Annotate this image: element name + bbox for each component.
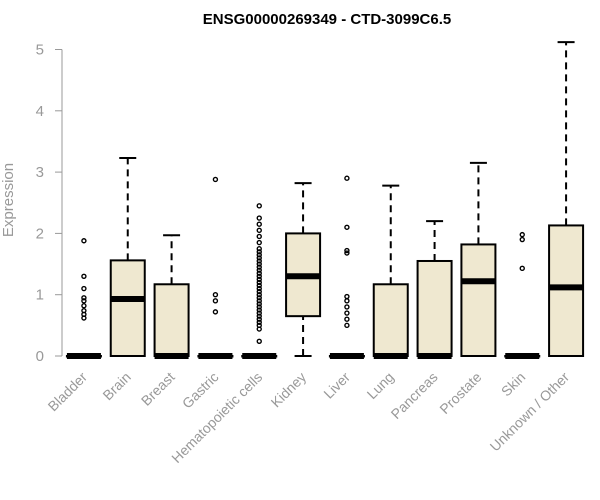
box-iqr — [460, 243, 497, 358]
x-tick-label: Breast — [138, 369, 178, 409]
outlier-point — [344, 247, 350, 254]
outlier-point — [256, 203, 262, 209]
x-tick-label: Pancreas — [388, 369, 441, 422]
box-group — [197, 176, 234, 359]
outlier-point — [256, 227, 262, 234]
box-group — [328, 175, 365, 359]
plot-area — [65, 41, 585, 359]
y-tick-label: 4 — [36, 103, 44, 120]
outlier-point — [256, 279, 262, 286]
box-iqr — [153, 283, 190, 357]
x-tick-label: Lung — [364, 369, 397, 402]
outlier-point — [256, 322, 262, 329]
box-iqr — [372, 283, 409, 357]
box-group — [109, 157, 146, 358]
box-group — [372, 184, 409, 359]
x-tick-label: Liver — [320, 369, 353, 402]
y-tick-label: 0 — [36, 348, 44, 365]
outlier-point — [344, 316, 350, 322]
outlier-point — [256, 338, 262, 344]
box-iqr — [416, 259, 453, 357]
outlier-point — [81, 298, 87, 304]
y-tick-label: 1 — [36, 287, 44, 304]
outlier-point — [256, 270, 262, 276]
outlier-point — [256, 252, 262, 258]
outlier-point — [256, 319, 262, 325]
box-iqr — [548, 224, 585, 357]
outlier-point — [256, 282, 262, 289]
outlier-point — [256, 292, 262, 298]
outlier-point — [256, 273, 262, 280]
outlier-point — [81, 285, 87, 292]
outlier-point — [344, 304, 350, 310]
outlier-point — [256, 295, 262, 301]
outlier-point — [212, 309, 219, 315]
outlier-point — [81, 307, 87, 314]
y-tick-label: 2 — [36, 225, 44, 242]
outlier-point — [256, 267, 262, 273]
outlier-point — [256, 249, 262, 255]
outlier-point — [81, 238, 87, 244]
outlier-point — [256, 255, 262, 261]
box-group — [416, 220, 453, 359]
outlier-point — [256, 307, 262, 313]
outlier-point — [256, 285, 262, 292]
x-tick-label: Skin — [498, 369, 529, 400]
outlier-point — [519, 231, 525, 238]
outlier-point — [81, 295, 87, 301]
box-iqr — [109, 259, 146, 358]
outlier-point — [256, 264, 262, 270]
box-group — [548, 41, 585, 357]
box-group — [504, 231, 541, 359]
outlier-point — [256, 310, 262, 316]
outlier-point — [344, 310, 350, 316]
outlier-point — [256, 304, 262, 310]
outlier-point — [344, 322, 350, 329]
x-tick-label: Kidney — [268, 369, 310, 411]
outlier-point — [256, 288, 262, 295]
outlier-point — [81, 273, 87, 280]
outlier-point — [344, 298, 350, 304]
outlier-point — [81, 303, 87, 309]
outlier-point — [256, 276, 262, 283]
outlier-point — [256, 316, 262, 322]
y-tick-label: 3 — [36, 164, 44, 181]
outlier-point — [519, 236, 525, 243]
box-group — [153, 234, 190, 359]
box-group — [460, 161, 497, 358]
x-tick-label: Prostate — [436, 369, 484, 417]
outlier-point — [256, 313, 262, 319]
y-axis: 0 1 2 3 4 5 — [36, 42, 63, 365]
outlier-point — [256, 261, 262, 267]
outlier-point — [256, 221, 262, 227]
outlier-point — [344, 250, 350, 256]
outlier-point — [256, 298, 262, 304]
outlier-point — [212, 292, 219, 298]
x-tick-label: Unknown / Other — [487, 369, 573, 455]
outlier-point — [344, 224, 350, 230]
outlier-point — [256, 301, 262, 307]
outlier-point — [212, 176, 219, 183]
y-axis-label: Expression — [0, 163, 17, 237]
box-group — [241, 203, 278, 359]
outlier-point — [256, 215, 262, 221]
x-tick-label: Gastric — [179, 369, 222, 412]
box-group — [285, 182, 322, 357]
x-tick-label: Bladder — [45, 369, 91, 415]
outlier-point — [256, 239, 262, 246]
outlier-point — [519, 265, 525, 272]
outlier-point — [256, 246, 262, 252]
outlier-point — [344, 293, 350, 300]
outlier-point — [256, 258, 262, 264]
x-tick-label: Brain — [99, 369, 133, 403]
outlier-point — [344, 175, 350, 181]
y-tick-label: 5 — [36, 42, 44, 59]
box-group — [65, 238, 102, 359]
chart-title: ENSG00000269349 - CTD-3099C6.5 — [203, 11, 451, 28]
outlier-point — [212, 298, 219, 304]
outlier-point — [256, 233, 262, 240]
